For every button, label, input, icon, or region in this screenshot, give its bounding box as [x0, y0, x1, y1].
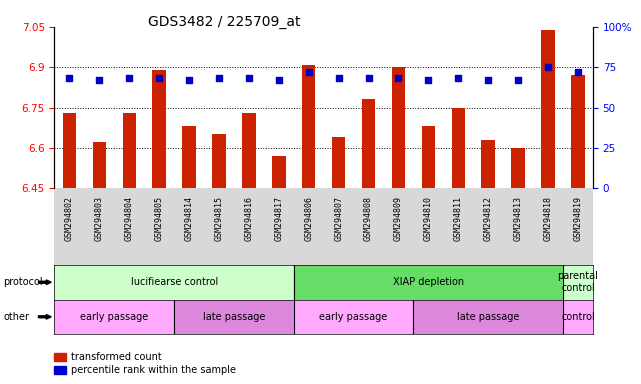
Point: [573, 69, 583, 75]
Text: GSM294816: GSM294816: [244, 196, 253, 241]
Point: [394, 75, 404, 81]
Text: other: other: [3, 312, 29, 322]
Point: [94, 77, 104, 83]
Bar: [272, 156, 286, 188]
Bar: [362, 99, 376, 188]
Bar: [212, 134, 226, 188]
Bar: [63, 113, 76, 188]
Text: GSM294808: GSM294808: [364, 196, 373, 241]
Bar: [294, 265, 563, 300]
Bar: [302, 65, 315, 188]
Text: transformed count: transformed count: [71, 352, 162, 362]
Point: [214, 75, 224, 81]
Bar: [563, 265, 593, 300]
Bar: [542, 30, 555, 188]
Text: GDS3482 / 225709_at: GDS3482 / 225709_at: [148, 15, 301, 29]
Bar: [54, 265, 294, 300]
Text: GSM294804: GSM294804: [125, 196, 134, 241]
Bar: [242, 113, 256, 188]
Text: GSM294802: GSM294802: [65, 196, 74, 241]
Point: [154, 75, 164, 81]
Text: GSM294814: GSM294814: [185, 196, 194, 241]
Text: XIAP depletion: XIAP depletion: [393, 277, 464, 287]
Text: GSM294803: GSM294803: [95, 196, 104, 241]
Text: parental
control: parental control: [558, 271, 599, 293]
Bar: [93, 142, 106, 188]
Point: [124, 75, 135, 81]
Point: [453, 75, 463, 81]
Bar: [183, 126, 196, 188]
Text: GSM294812: GSM294812: [484, 196, 493, 241]
Text: late passage: late passage: [457, 312, 519, 322]
Text: GSM294817: GSM294817: [274, 196, 283, 241]
Point: [64, 75, 74, 81]
Text: GSM294807: GSM294807: [334, 196, 343, 241]
Text: percentile rank within the sample: percentile rank within the sample: [71, 365, 235, 375]
Bar: [571, 75, 585, 188]
Text: GSM294819: GSM294819: [574, 196, 583, 241]
Point: [363, 75, 374, 81]
Text: early passage: early passage: [319, 312, 388, 322]
Text: late passage: late passage: [203, 312, 265, 322]
Text: GSM294818: GSM294818: [544, 196, 553, 241]
Bar: [512, 148, 525, 188]
Text: lucifiearse control: lucifiearse control: [131, 277, 218, 287]
Text: control: control: [561, 312, 595, 322]
Bar: [122, 113, 136, 188]
Bar: [481, 140, 495, 188]
Text: GSM294813: GSM294813: [513, 196, 522, 241]
Bar: [332, 137, 345, 188]
Bar: [563, 300, 593, 334]
Point: [184, 77, 194, 83]
Text: GSM294806: GSM294806: [304, 196, 313, 241]
Point: [333, 75, 344, 81]
Bar: [153, 70, 166, 188]
Bar: [392, 67, 405, 188]
Text: GSM294815: GSM294815: [215, 196, 224, 241]
Text: GSM294809: GSM294809: [394, 196, 403, 241]
Bar: [54, 300, 174, 334]
Point: [274, 77, 284, 83]
Point: [483, 77, 494, 83]
Bar: [422, 126, 435, 188]
Text: GSM294810: GSM294810: [424, 196, 433, 241]
Text: GSM294805: GSM294805: [154, 196, 163, 241]
Point: [543, 64, 553, 70]
Point: [244, 75, 254, 81]
Text: protocol: protocol: [3, 277, 43, 287]
Text: early passage: early passage: [80, 312, 149, 322]
Point: [304, 69, 314, 75]
Text: GSM294811: GSM294811: [454, 196, 463, 241]
Bar: [294, 300, 413, 334]
Point: [513, 77, 523, 83]
Bar: [174, 300, 294, 334]
Point: [423, 77, 433, 83]
Bar: [451, 108, 465, 188]
Bar: [413, 300, 563, 334]
